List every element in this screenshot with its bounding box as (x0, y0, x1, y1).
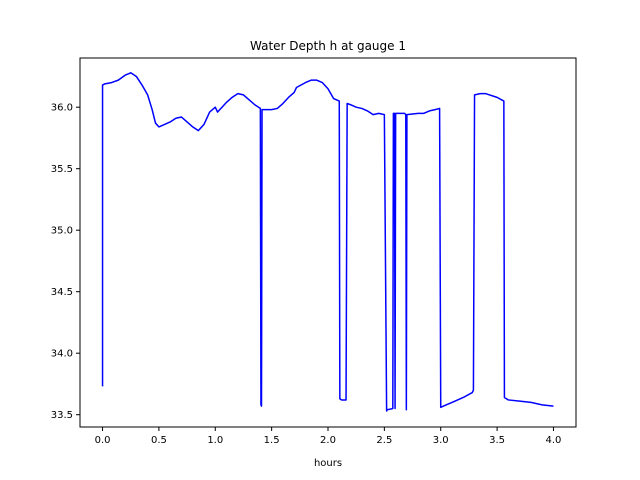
x-tick-label: 3.5 (489, 435, 505, 446)
y-tick-label: 33.5 (51, 410, 73, 421)
y-tick-label: 34.0 (51, 349, 73, 360)
x-tick-label: 1.0 (207, 435, 223, 446)
series-line-0 (101, 72, 554, 412)
plot-area: 0.0 0.5 1.0 1.5 2.0 2.5 3.0 3.5 4.0 33.5 34.0 34.5 3… (51, 57, 577, 446)
x-tick-label: 0.0 (95, 435, 111, 446)
y-tick-label: 36.0 (51, 103, 73, 114)
y-tick-label: 35.0 (51, 226, 73, 237)
x-tick-label: 4.0 (546, 435, 562, 446)
y-tick-label: 34.5 (51, 287, 73, 298)
y-tick-label: 35.5 (51, 164, 73, 175)
x-tick-label: 1.5 (264, 435, 280, 446)
x-tick-label: 2.0 (320, 435, 336, 446)
chart-title: Water Depth h at gauge 1 (250, 39, 406, 53)
x-tick-label: 2.5 (376, 435, 392, 446)
x-tick-label: 3.0 (433, 435, 449, 446)
x-tick-label: 0.5 (151, 435, 167, 446)
x-axis-label: hours (314, 458, 342, 469)
